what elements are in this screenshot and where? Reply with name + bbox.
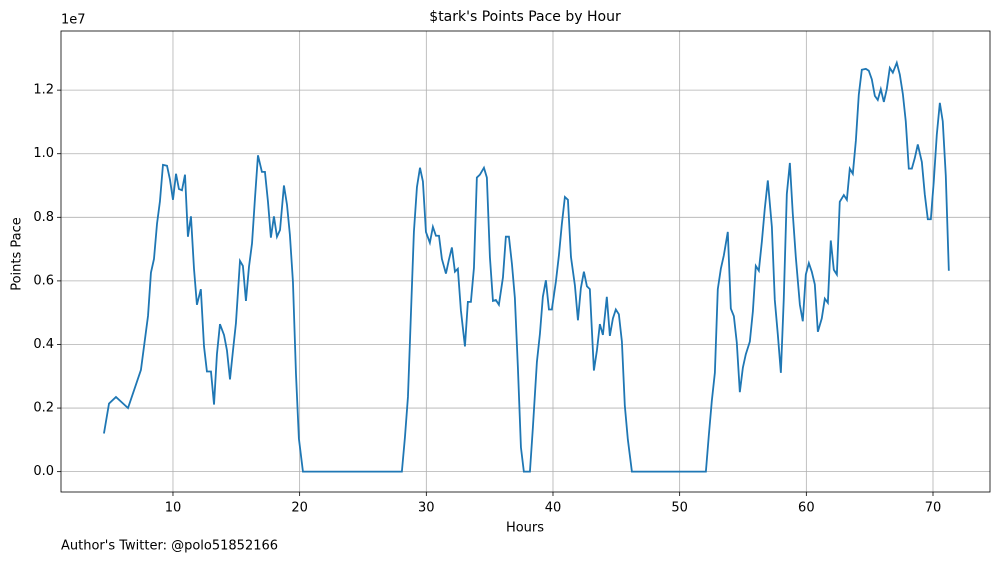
x-tick-label: 50 — [671, 501, 688, 516]
plot-frame — [60, 30, 991, 493]
x-tick-label: 10 — [165, 501, 182, 516]
y-tick-label: 1.2 — [33, 83, 54, 98]
x-tick-label: 70 — [925, 501, 942, 516]
x-tick-label: 40 — [545, 501, 562, 516]
data-line — [103, 59, 950, 473]
x-axis-label: Hours — [506, 521, 544, 536]
x-tick-label: 30 — [418, 501, 435, 516]
x-tick-label: 20 — [291, 501, 308, 516]
y-offset-label: 1e7 — [61, 13, 86, 28]
y-axis-label: Points Pace — [10, 217, 25, 291]
y-tick-label: 0.8 — [33, 210, 54, 225]
x-tick-label: 60 — [798, 501, 815, 516]
y-tick-label: 0.0 — [33, 464, 54, 479]
y-tick-label: 0.2 — [33, 401, 54, 416]
y-tick-label: 0.4 — [33, 337, 54, 352]
chart-title: $tark's Points Pace by Hour — [429, 9, 621, 25]
footnote: Author's Twitter: @polo51852166 — [61, 539, 278, 554]
y-tick-label: 0.6 — [33, 273, 54, 288]
y-tick-label: 1.0 — [33, 146, 54, 161]
